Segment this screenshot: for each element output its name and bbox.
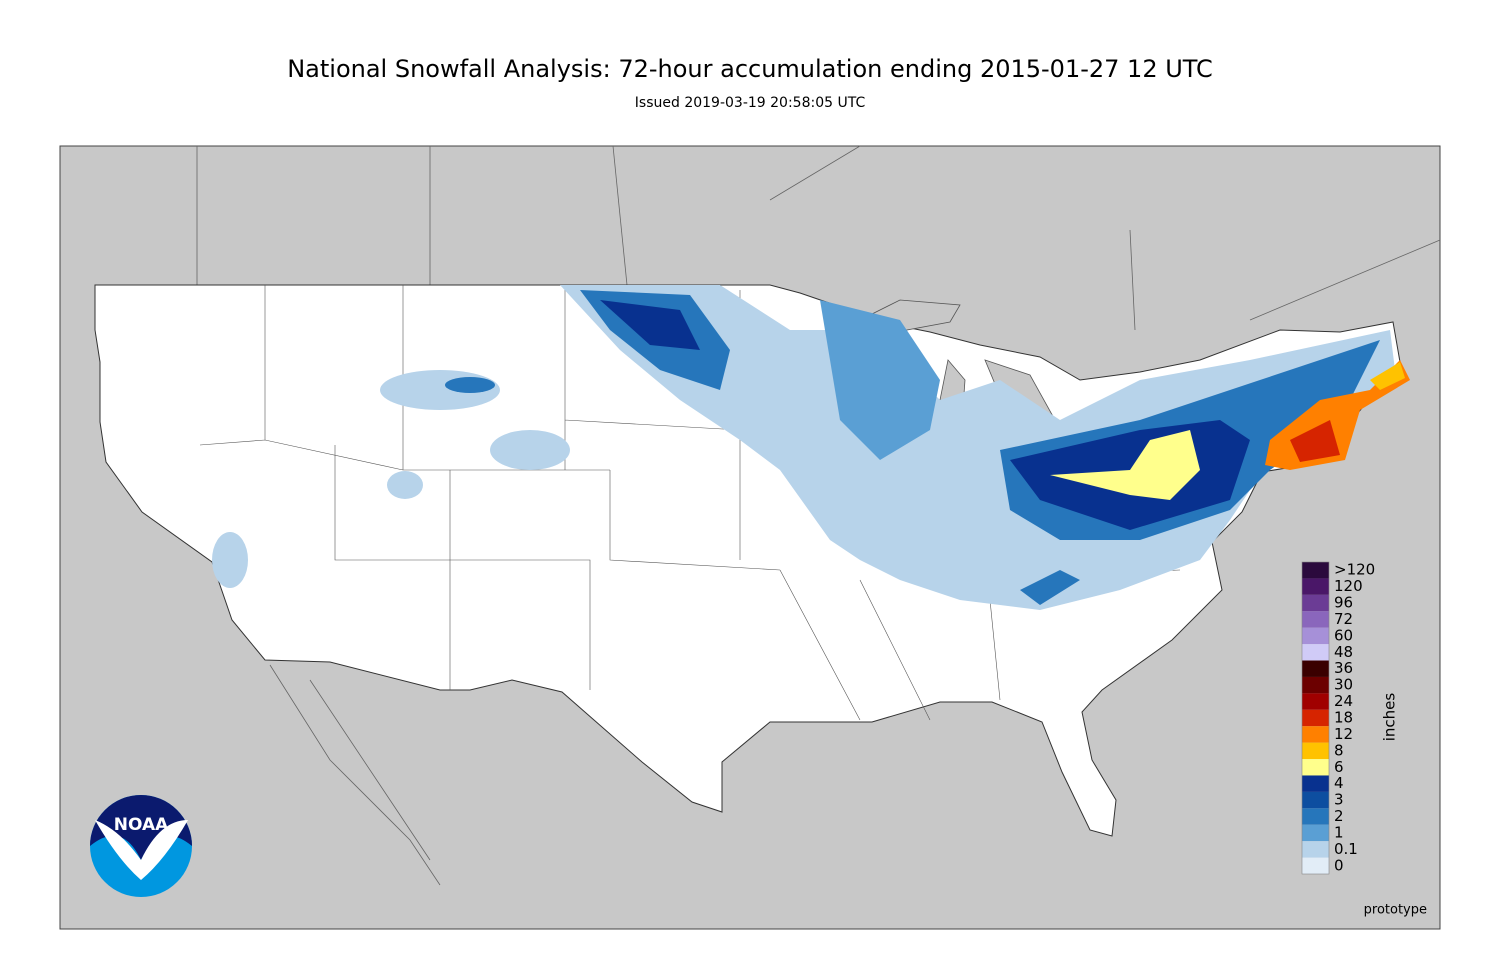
footer-note: prototype	[1364, 903, 1427, 918]
legend-unit: inches	[1381, 693, 1399, 742]
legend-swatch	[1302, 611, 1329, 628]
legend-swatch	[1302, 791, 1329, 809]
legend-swatch	[1302, 775, 1329, 792]
legend-swatch	[1302, 562, 1329, 579]
legend-swatch	[1302, 726, 1329, 743]
title: National Snowfall Analysis: 72-hour accu…	[287, 55, 1213, 83]
legend-label: 1	[1334, 823, 1344, 841]
legend-swatch	[1302, 644, 1329, 661]
legend-label: 2	[1334, 807, 1344, 825]
legend-label: >120	[1334, 561, 1375, 579]
legend-swatch	[1302, 841, 1329, 858]
legend-frame	[1301, 561, 1330, 875]
legend-swatch	[1302, 857, 1329, 874]
legend-swatch	[1302, 808, 1329, 825]
legend-label: 72	[1334, 610, 1353, 628]
legend-swatch	[1302, 693, 1329, 710]
legend-label: 3	[1334, 791, 1344, 809]
legend-swatch	[1302, 676, 1329, 694]
legend-swatch	[1302, 709, 1329, 727]
legend-swatch	[1302, 824, 1329, 842]
logo-text: NOAA	[114, 815, 169, 835]
legend-label: 0.1	[1334, 840, 1358, 858]
legend-label: 120	[1334, 577, 1363, 595]
legend-label: 12	[1334, 725, 1353, 743]
legend-label: 60	[1334, 626, 1353, 644]
legend-label: 48	[1334, 643, 1353, 661]
legend-label: 24	[1334, 692, 1353, 710]
border-lines	[196, 145, 1441, 886]
legend-swatch	[1302, 660, 1329, 677]
noaa-logo: NOAA	[90, 795, 192, 897]
legend-label: 8	[1334, 741, 1344, 759]
legend-label: 4	[1334, 774, 1344, 792]
legend-label: 96	[1334, 594, 1353, 612]
subtitle: Issued 2019-03-19 20:58:05 UTC	[635, 95, 866, 111]
legend-swatch	[1302, 627, 1329, 645]
legend-swatch	[1302, 578, 1329, 595]
legend-label: 18	[1334, 709, 1353, 727]
legend-label: 6	[1334, 758, 1344, 776]
legend-label: 0	[1334, 856, 1344, 874]
legend-label: 36	[1334, 659, 1353, 677]
legend-label: 30	[1334, 676, 1353, 694]
legend-swatch	[1302, 759, 1329, 776]
snow-cover	[212, 285, 1410, 610]
legend-swatch	[1302, 742, 1329, 760]
legend-swatch	[1302, 594, 1329, 612]
